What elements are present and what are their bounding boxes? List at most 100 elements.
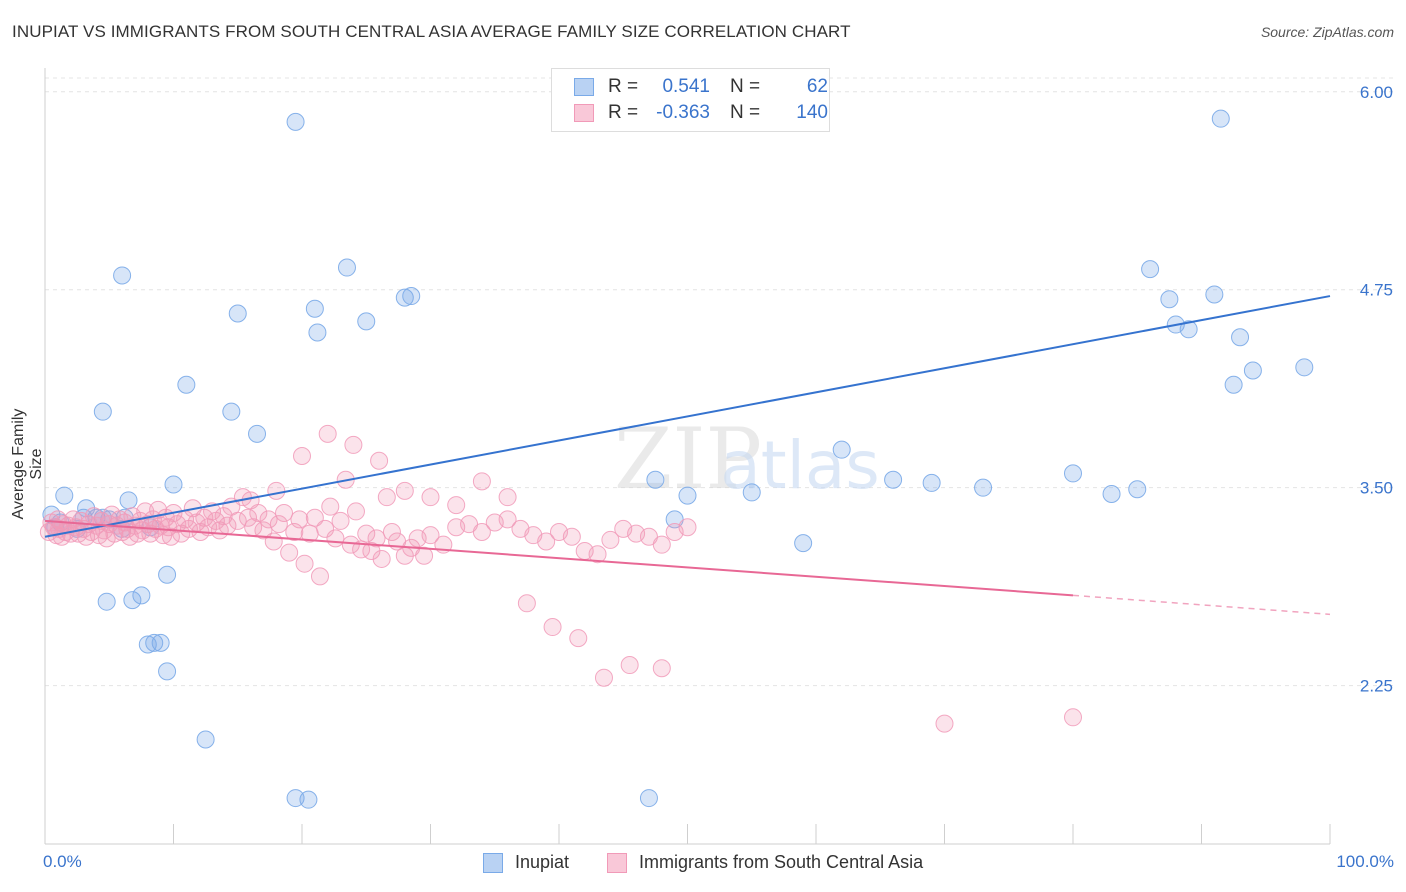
inupiat-point [1205, 285, 1224, 304]
inupiat-point [299, 790, 318, 809]
immigrants-point [259, 510, 278, 529]
x-tick-label-min: 0.0% [43, 852, 82, 871]
immigrants-point [460, 515, 479, 534]
y-tick-labels: 2.25 3.50 4.75 6.00 [1360, 83, 1393, 696]
inupiat-point [158, 662, 177, 681]
immigrants-point [395, 481, 414, 500]
immigrants-point [367, 529, 386, 548]
inupiat-point [1224, 375, 1243, 394]
immigrants-point [214, 507, 233, 526]
n-value: 62 [806, 76, 828, 97]
immigrants-point [275, 504, 294, 523]
immigrants-point [537, 532, 556, 551]
r-value: -0.363 [656, 102, 710, 123]
immigrants-point [562, 527, 581, 546]
inupiat-point [402, 287, 421, 306]
immigrants-point [310, 567, 329, 586]
immigrants-point [269, 515, 288, 534]
inupiat-point [113, 266, 132, 285]
y-tick-label: 2.25 [1360, 677, 1393, 696]
immigrants-point [195, 508, 214, 527]
inupiat-point [884, 470, 903, 489]
immigrants-point [652, 659, 671, 678]
inupiat-point [138, 635, 157, 654]
x-tick-label-max: 100.0% [1336, 852, 1394, 871]
inupiat-point [196, 730, 215, 749]
immigrants-point [472, 472, 491, 491]
grid-lines [45, 77, 1395, 687]
legend-item-inupiat: Inupiat [483, 852, 593, 878]
immigrants-point [372, 549, 391, 568]
immigrants-point [239, 508, 258, 527]
immigrants-point [1064, 708, 1082, 727]
trend-lines [44, 295, 1331, 616]
immigrants-point [267, 481, 286, 500]
inupiat-point [337, 258, 356, 277]
inupiat-point [286, 112, 305, 131]
inupiat-point [974, 478, 993, 497]
stats-row-inupiat: R = 0.541 N = 62 [574, 76, 828, 100]
inupiat-point [119, 491, 138, 510]
inupiat-point [1243, 361, 1262, 380]
source-label: Source: ZipAtlas.com [1260, 24, 1394, 40]
immigrants-point [305, 508, 324, 527]
immigrants-point [620, 656, 639, 675]
immigrants-point [472, 523, 491, 542]
immigrants-point [254, 521, 273, 540]
inupiat-point [132, 586, 151, 605]
inupiat-point [123, 591, 142, 610]
immigrants-point [447, 496, 466, 515]
inupiat-point [639, 789, 658, 808]
inupiat-point [678, 486, 697, 505]
immigrants-point [344, 435, 363, 454]
inupiat-point [646, 470, 665, 489]
n-label: N = [730, 102, 761, 123]
immigrants-point [293, 447, 311, 465]
inupiat-point [1179, 320, 1198, 339]
inupiat-point [395, 288, 414, 307]
immigrants-point [290, 510, 309, 529]
immigrants-point [295, 554, 314, 573]
axes [44, 68, 1331, 845]
immigrants-point [498, 510, 517, 529]
immigrants-point [421, 526, 440, 545]
immigrants-point [639, 527, 658, 546]
immigrants-point [498, 488, 517, 507]
inupiat-point [286, 789, 305, 808]
inupiat-point [97, 592, 116, 611]
immigrants-point [318, 424, 337, 443]
stats-row-immigrants: R = -0.363 N = 140 [574, 102, 828, 126]
inupiat-point [177, 375, 196, 394]
inupiat-point [164, 475, 183, 494]
inupiat-point [93, 402, 112, 421]
immigrants-point [601, 530, 620, 549]
inupiat-point [1211, 109, 1230, 128]
inupiat-point [248, 424, 267, 443]
immigrants-point [280, 543, 299, 562]
inupiat-point [151, 633, 170, 652]
inupiat-point [1231, 328, 1250, 347]
r-label: R = [608, 102, 639, 123]
inupiat-point [794, 534, 813, 553]
immigrants-point [678, 518, 697, 537]
inupiat-point [1128, 480, 1147, 499]
immigrants-point [415, 546, 434, 565]
inupiat-point [1141, 260, 1160, 279]
immigrants-point [517, 594, 536, 613]
stats-legend: R = 0.541 N = 62 R = -0.363 N = 140 [551, 68, 830, 132]
immigrants-trend-line [44, 519, 1074, 597]
inupiat-point [357, 312, 376, 331]
inupiat-point [145, 633, 164, 652]
chart-title: INUPIAT VS IMMIGRANTS FROM SOUTH CENTRAL… [12, 22, 851, 41]
inupiat-point [158, 565, 177, 584]
immigrants-point [316, 519, 335, 538]
inupiat-point [1295, 358, 1314, 377]
immigrants-legend-swatch [607, 853, 627, 873]
y-tick-label: 6.00 [1360, 83, 1393, 102]
immigrants-point [321, 497, 340, 516]
inupiat-point [1102, 485, 1121, 504]
immigrants-point [326, 529, 345, 548]
legend-label-inupiat: Inupiat [515, 852, 570, 872]
watermark-atlas: atlas [720, 427, 880, 504]
immigrants-point [569, 629, 588, 648]
